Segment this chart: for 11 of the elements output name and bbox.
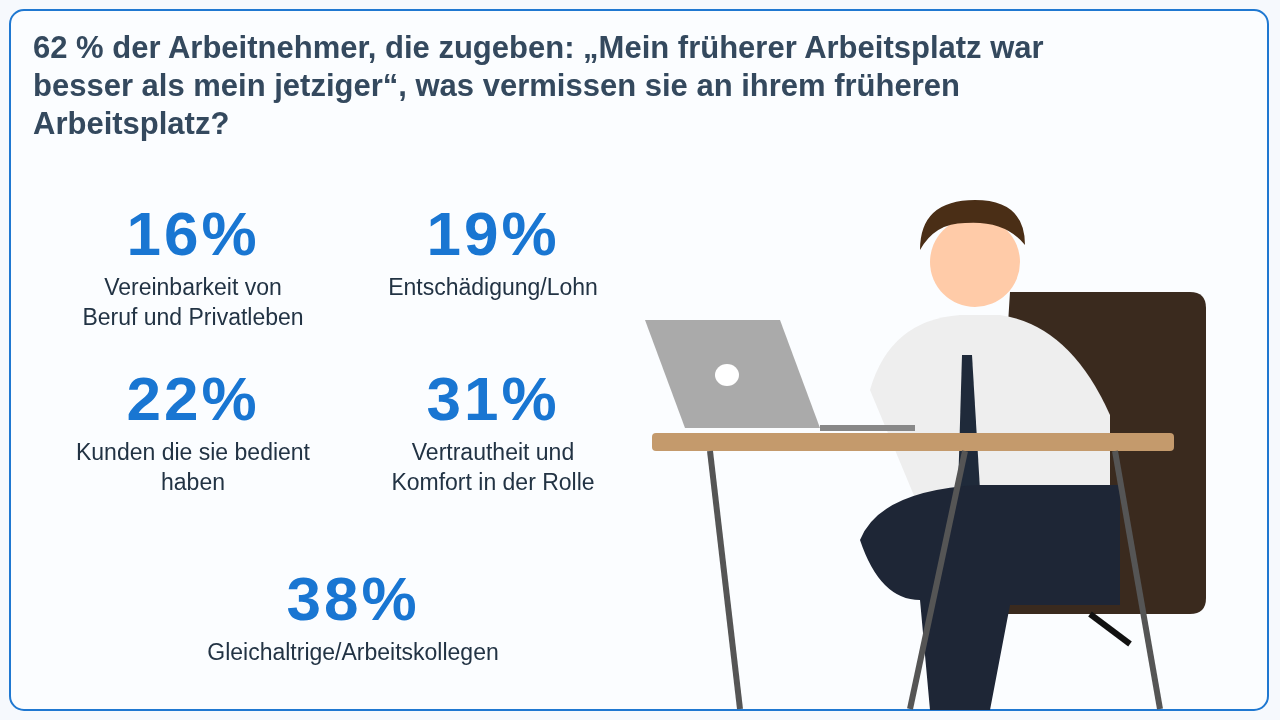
category-label: Entschädigung/Lohn	[388, 274, 598, 300]
data-label: 38%	[286, 564, 420, 633]
data-label: 31%	[426, 364, 560, 433]
category-label: Vertrautheit und Komfort in der Rolle	[391, 439, 595, 495]
category-label: Gleichaltrige/Arbeitskollegen	[207, 639, 499, 665]
text: 62 % der Arbeitnehmer, die zugeben: „Mein früherer Arbeitsplatz war besser als mein jetziger“, was vermissen sie an ihrem früheren Arbeitsplatz?	[33, 30, 1044, 141]
data-label: 22%	[126, 364, 260, 433]
data-label: 16%	[126, 199, 260, 268]
data-label: 19%	[426, 199, 560, 268]
category-label: Vereinbarkeit von Beruf und Privatleben	[82, 274, 304, 330]
category-label: Kunden die sie bedient haben	[75, 439, 311, 495]
